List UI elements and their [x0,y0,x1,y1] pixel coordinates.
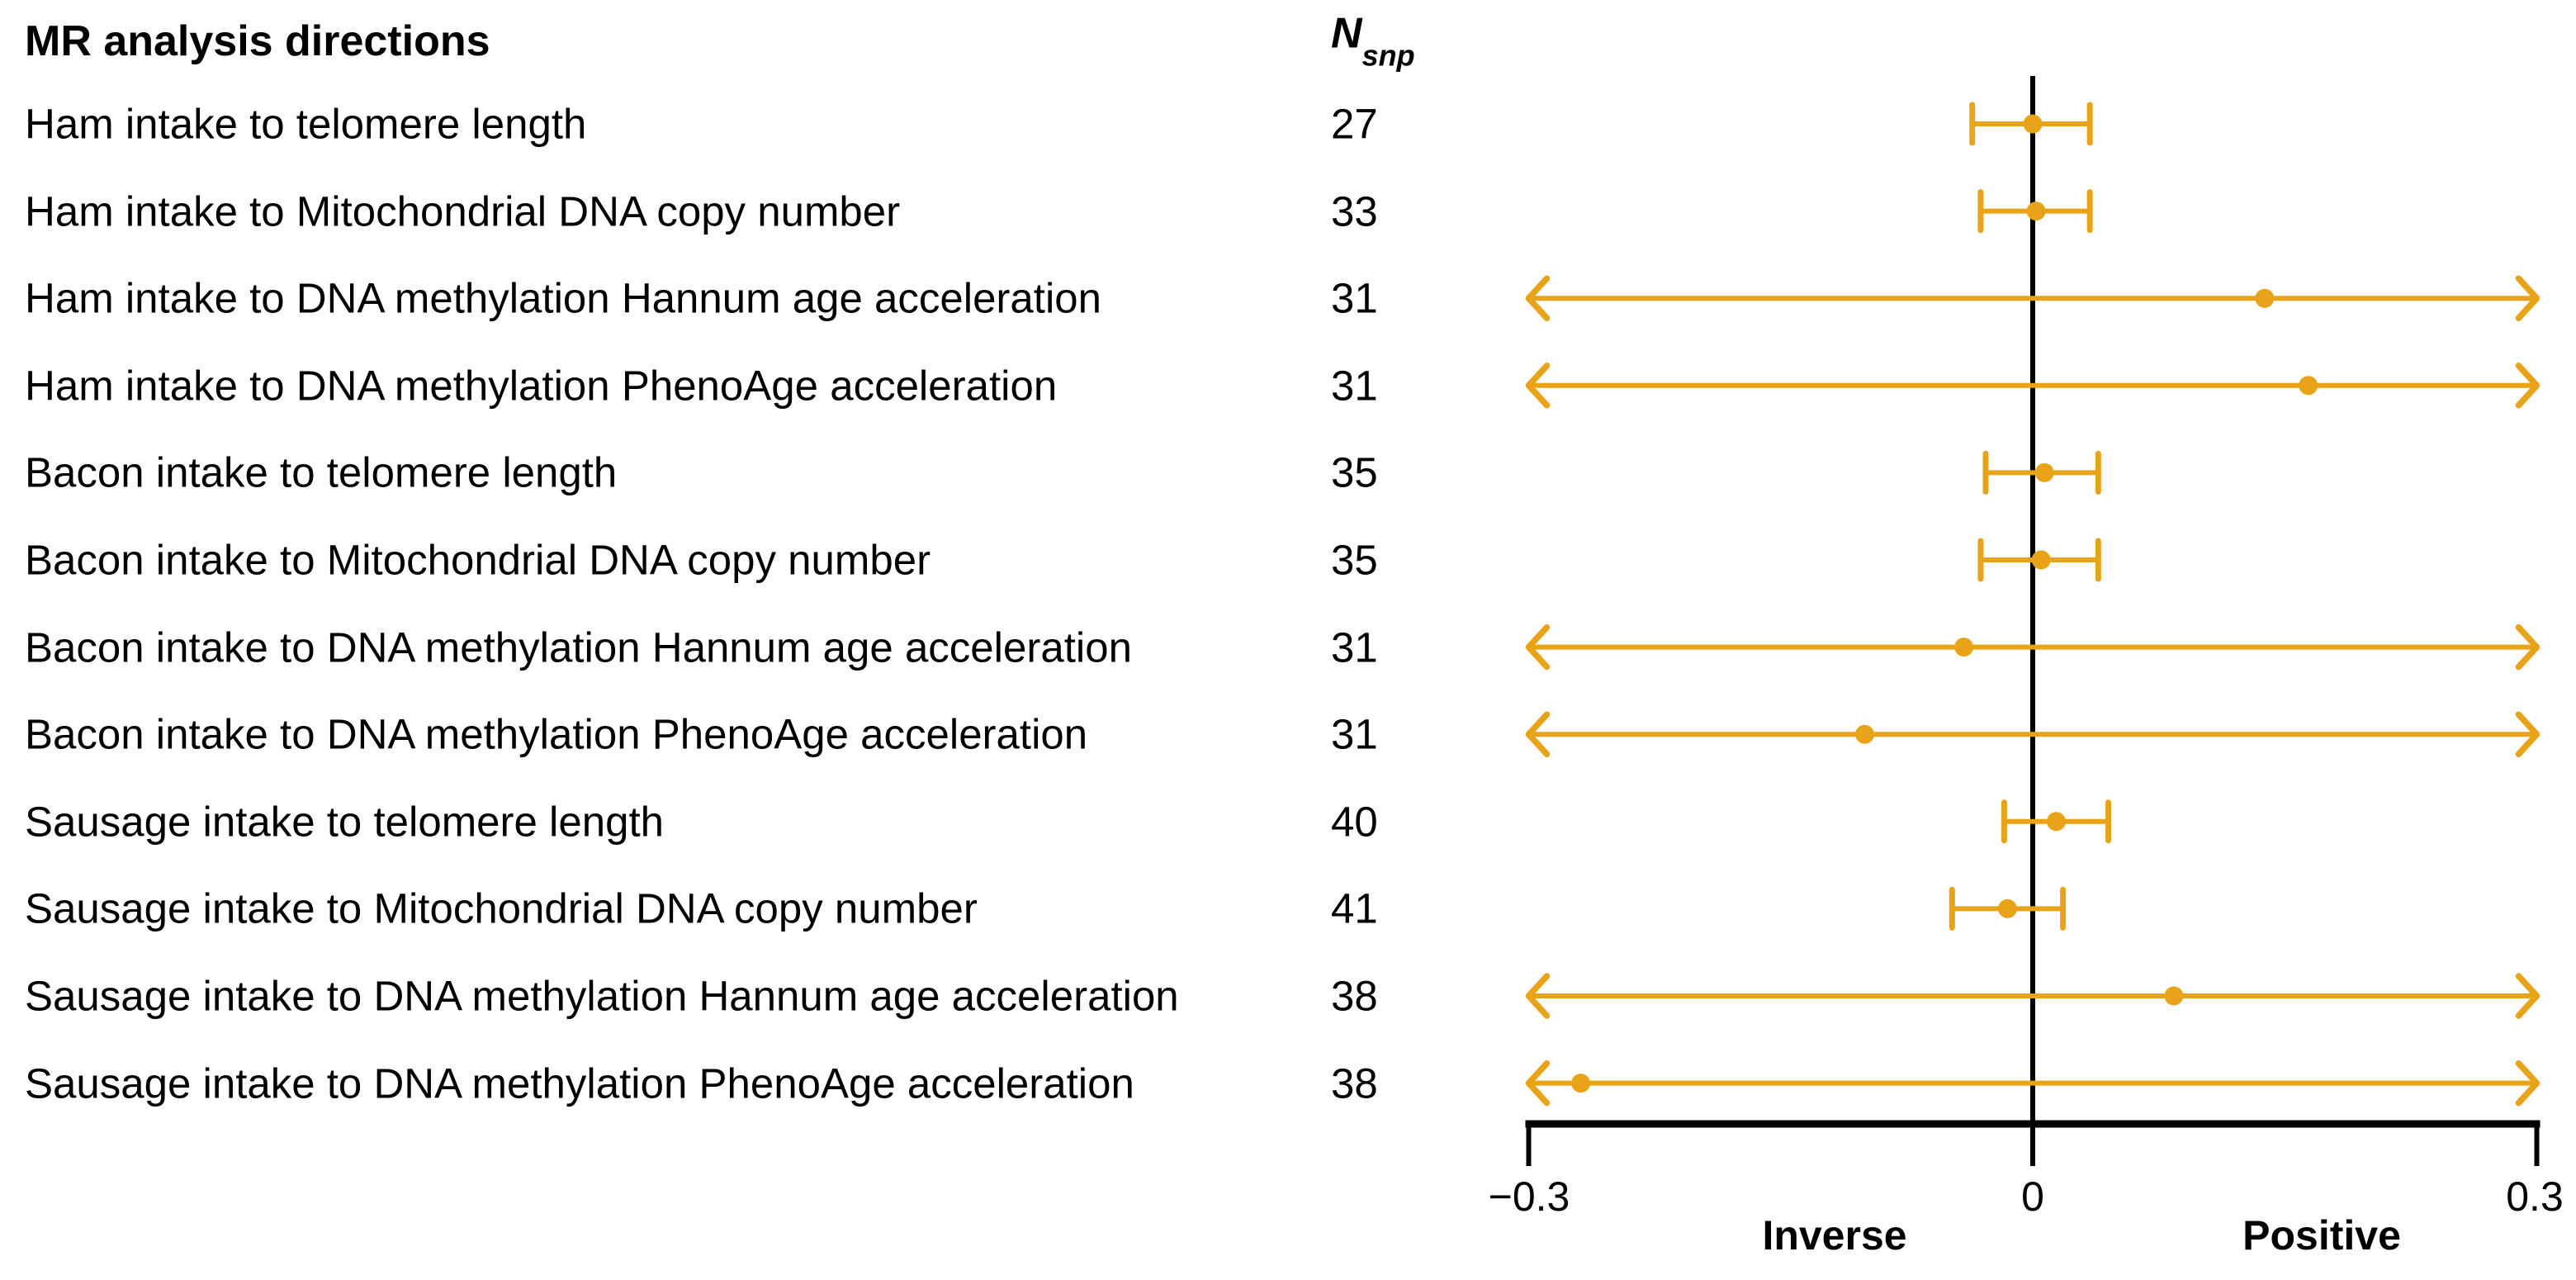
ci-arrow-left [1525,275,1551,321]
row-label: Ham intake to DNA methylation PhenoAge a… [25,362,1058,410]
x-tick-label-pos03: 0.3 [2506,1173,2564,1220]
estimate-point [2164,986,2184,1006]
ci-arrow-left [1525,973,1551,1019]
nsnp-value: 41 [1331,884,1378,932]
estimate-point [1997,898,2017,918]
estimate-point [2299,376,2318,396]
row-label: Ham intake to telomere length [25,100,587,148]
ci-arrow-left [1525,1060,1551,1107]
estimate-point [2023,114,2043,134]
row-label: Bacon intake to DNA methylation PhenoAge… [25,710,1088,758]
row-label: Bacon intake to telomere length [25,448,618,496]
nsnp-value: 35 [1331,448,1378,496]
nsnp-value: 31 [1331,362,1378,410]
ci-arrow-right [2515,275,2540,321]
figure-title: MR analysis directions [25,17,490,65]
ci-arrow-left [1525,711,1551,757]
nsnp-value: 38 [1331,972,1378,1020]
row-label: Sausage intake to DNA methylation PhenoA… [25,1060,1134,1107]
row-label: Bacon intake to DNA methylation Hannum a… [25,623,1132,671]
nsnp-value: 27 [1331,100,1378,148]
row-label: Sausage intake to DNA methylation Hannum… [25,972,1179,1020]
nsnp-value: 40 [1331,798,1378,846]
ci-arrow-right [2515,623,2540,671]
estimate-point [2026,201,2046,221]
estimate-point [1571,1074,1591,1093]
x-tick-label-neg03: −0.3 [1488,1173,1570,1220]
nsnp-header-base: N [1331,9,1362,58]
row-label: Ham intake to Mitochondrial DNA copy num… [25,187,901,235]
estimate-point [2031,550,2051,570]
nsnp-value: 31 [1331,274,1378,322]
row-label: Sausage intake to Mitochondrial DNA copy… [25,884,978,932]
ci-arrow-right [2515,1060,2540,1107]
row-label: Ham intake to DNA methylation Hannum age… [25,274,1102,322]
x-direction-label-inverse: Inverse [1762,1212,1907,1259]
ci-arrow-right [2515,363,2540,409]
nsnp-value: 31 [1331,623,1378,671]
row-label: Sausage intake to telomere length [25,798,665,846]
nsnp-value: 38 [1331,1060,1378,1107]
estimate-point [1855,724,1874,744]
row-label: Bacon intake to Mitochondrial DNA copy n… [25,536,931,584]
x-direction-label-positive: Positive [2242,1212,2401,1259]
nsnp-column-header: Nsnp [1331,12,1415,71]
ci-arrow-left [1525,623,1551,671]
x-tick-label-zero: 0 [2021,1173,2044,1220]
estimate-point [2034,462,2054,482]
estimate-point [1954,638,1974,657]
ci-arrow-right [2515,973,2540,1019]
nsnp-header-subscript: snp [1361,38,1415,73]
estimate-point [2255,288,2275,308]
ci-arrow-left [1525,363,1551,409]
nsnp-value: 33 [1331,187,1378,235]
nsnp-value: 35 [1331,536,1378,584]
estimate-point [2046,812,2066,832]
ci-arrow-right [2515,711,2540,757]
nsnp-value: 31 [1331,710,1378,758]
